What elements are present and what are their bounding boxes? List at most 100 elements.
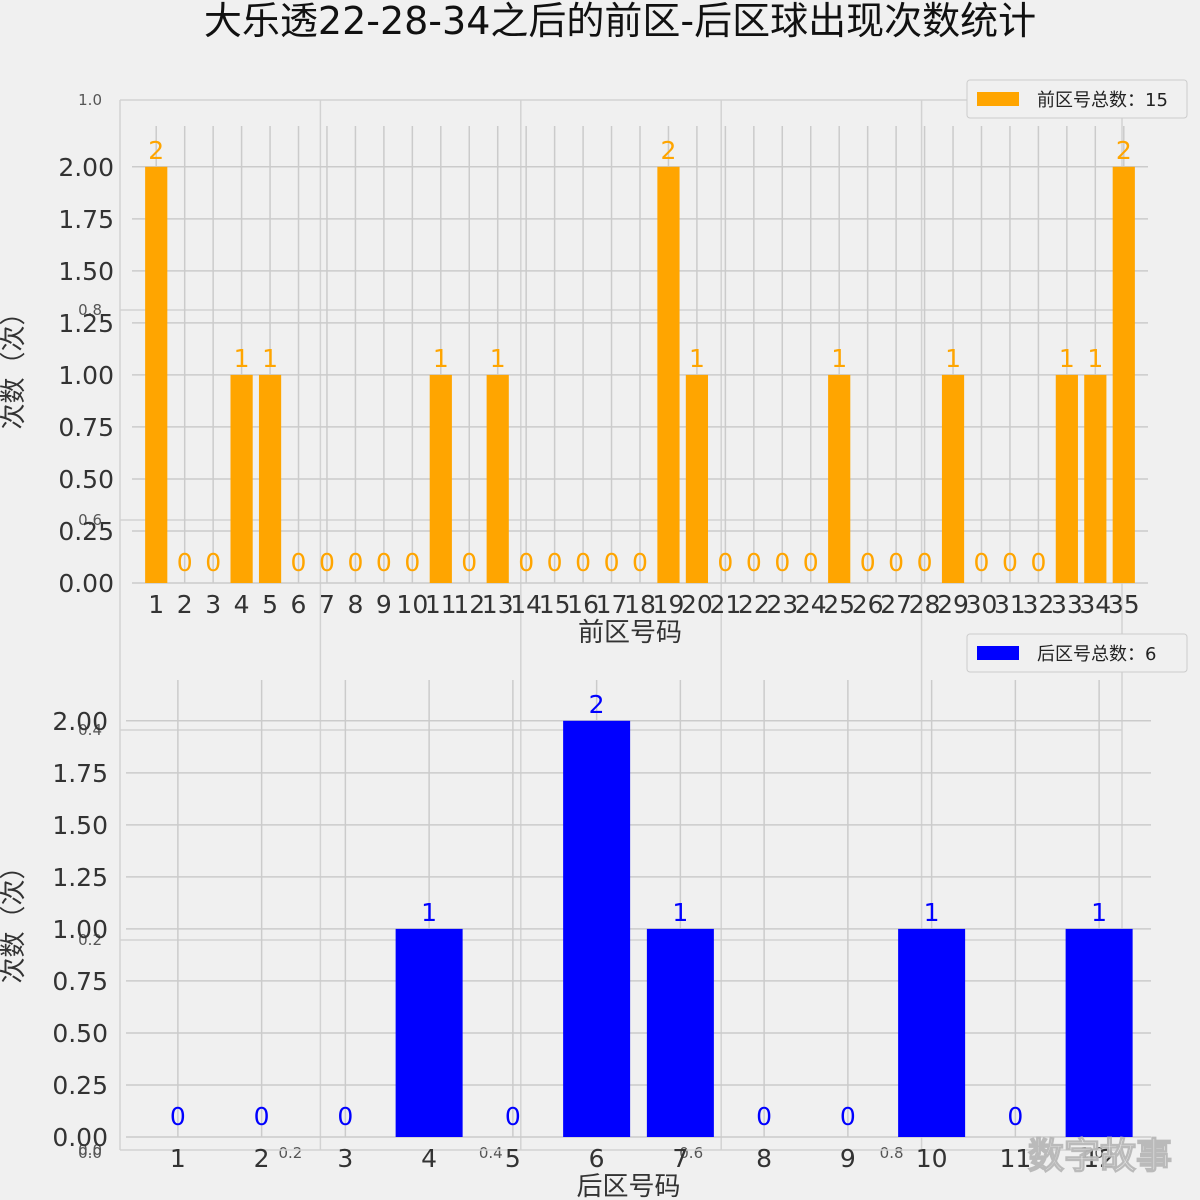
y-tick-label: 1.25	[58, 309, 114, 338]
data-label-3: 0	[337, 1102, 353, 1131]
legend-box	[966, 79, 1188, 119]
y-tick-label: 0.00	[58, 569, 114, 598]
data-label-22: 0	[746, 548, 762, 577]
y-tick-label: 0.00	[52, 1123, 108, 1152]
x-tick-label-29: 29	[937, 590, 969, 619]
data-label-2: 0	[177, 548, 193, 577]
x-tick-label-4: 4	[234, 590, 250, 619]
y-tick-label: 0.75	[58, 413, 114, 442]
watermark: 数字故事	[1028, 1136, 1172, 1177]
data-label-13: 1	[490, 344, 506, 373]
data-label-6: 2	[589, 690, 605, 719]
bar-10	[898, 928, 966, 1137]
x-tick-label-31: 31	[994, 590, 1026, 619]
legend-box	[966, 633, 1188, 673]
chart-title: 大乐透22-28-34之后的前区-后区球出现次数统计	[204, 0, 1036, 43]
x-tick-label-18: 18	[624, 590, 656, 619]
x-tick-label-7: 7	[319, 590, 335, 619]
x-tick-label-4: 4	[421, 1144, 437, 1173]
x-tick-label-20: 20	[681, 590, 713, 619]
legend-swatch	[977, 92, 1019, 106]
x-tick-label-7: 7	[672, 1144, 688, 1173]
x-tick-label-19: 19	[653, 590, 685, 619]
data-label-1: 2	[148, 136, 164, 165]
data-label-21: 0	[717, 548, 733, 577]
data-label-12: 1	[1091, 898, 1107, 927]
data-label-5: 0	[505, 1102, 521, 1131]
x-tick-label-11: 11	[999, 1144, 1031, 1173]
data-label-33: 1	[1059, 344, 1075, 373]
x-tick-label-33: 33	[1051, 590, 1083, 619]
front-zone-chart: 0.000.250.500.751.001.251.501.752.002102…	[0, 79, 1188, 648]
background-y-tick-label: 0.2	[78, 931, 102, 949]
data-label-15: 0	[547, 548, 563, 577]
background-x-tick-label: 1.0	[1080, 1144, 1104, 1162]
x-tick-label-17: 17	[596, 590, 628, 619]
bar-20	[685, 374, 709, 583]
data-label-4: 1	[234, 344, 250, 373]
x-tick-label-26: 26	[852, 590, 884, 619]
y-tick-label: 0.25	[58, 517, 114, 546]
data-label-30: 0	[974, 548, 990, 577]
x-tick-label-8: 8	[756, 1144, 772, 1173]
data-label-27: 0	[888, 548, 904, 577]
background-x-tick-label: 0.2	[278, 1144, 302, 1162]
x-tick-label-1: 1	[148, 590, 164, 619]
data-label-16: 0	[575, 548, 591, 577]
x-tick-label-3: 3	[337, 1144, 353, 1173]
bar-7	[646, 928, 714, 1137]
bar-25	[828, 374, 851, 583]
data-label-18: 0	[632, 548, 648, 577]
background-y-tick-label: 0.6	[78, 511, 102, 529]
x-tick-label-25: 25	[823, 590, 855, 619]
data-label-11: 0	[1007, 1102, 1023, 1131]
bar-19	[657, 166, 680, 584]
y-tick-label: 2.00	[52, 707, 108, 736]
x-tick-label-23: 23	[766, 590, 798, 619]
data-label-19: 2	[661, 136, 677, 165]
data-label-10: 1	[924, 898, 940, 927]
y-tick-label: 0.50	[52, 1019, 108, 1048]
bar-4	[230, 374, 253, 583]
data-label-28: 0	[917, 548, 933, 577]
y-tick-label: 1.25	[52, 863, 108, 892]
background-y-tick-label: 0.0	[78, 1141, 102, 1159]
background-x-tick-label: 0.8	[880, 1144, 904, 1162]
x-tick-label-13: 13	[482, 590, 514, 619]
data-label-14: 0	[518, 548, 534, 577]
background-x-tick-label: 0.4	[479, 1144, 503, 1162]
x-tick-label-5: 5	[262, 590, 278, 619]
x-tick-label-30: 30	[966, 590, 998, 619]
x-tick-label-8: 8	[347, 590, 363, 619]
x-tick-label-10: 10	[916, 1144, 948, 1173]
background-y-tick-label: 0.4	[78, 721, 102, 739]
data-label-23: 0	[774, 548, 790, 577]
data-label-7: 1	[672, 898, 688, 927]
legend-label: 后区号总数：6	[1037, 644, 1156, 665]
x-tick-label-22: 22	[738, 590, 770, 619]
y-tick-label: 0.25	[52, 1071, 108, 1100]
bar-12	[1065, 928, 1133, 1137]
y-tick-label: 1.50	[58, 257, 114, 286]
y-tick-label: 0.75	[52, 967, 108, 996]
data-label-24: 0	[803, 548, 819, 577]
x-tick-label-3: 3	[205, 590, 221, 619]
data-label-7: 0	[319, 548, 335, 577]
x-axis-title: 后区号码	[576, 1172, 680, 1200]
bar-35	[1112, 166, 1135, 584]
background-x-tick-label: 0.6	[679, 1144, 703, 1162]
bar-4	[395, 928, 463, 1137]
background-x-tick-label: 0.0	[78, 1144, 102, 1162]
x-tick-label-28: 28	[909, 590, 941, 619]
y-tick-label: 1.50	[52, 811, 108, 840]
data-label-25: 1	[831, 344, 847, 373]
x-tick-label-9: 9	[840, 1144, 856, 1173]
data-label-8: 0	[756, 1102, 772, 1131]
x-tick-label-15: 15	[539, 590, 571, 619]
bar-5	[258, 374, 282, 583]
legend-label: 前区号总数：15	[1037, 90, 1168, 111]
x-tick-label-2: 2	[254, 1144, 270, 1173]
x-tick-label-16: 16	[567, 590, 599, 619]
bar-29	[941, 374, 965, 583]
data-label-4: 1	[421, 898, 437, 927]
